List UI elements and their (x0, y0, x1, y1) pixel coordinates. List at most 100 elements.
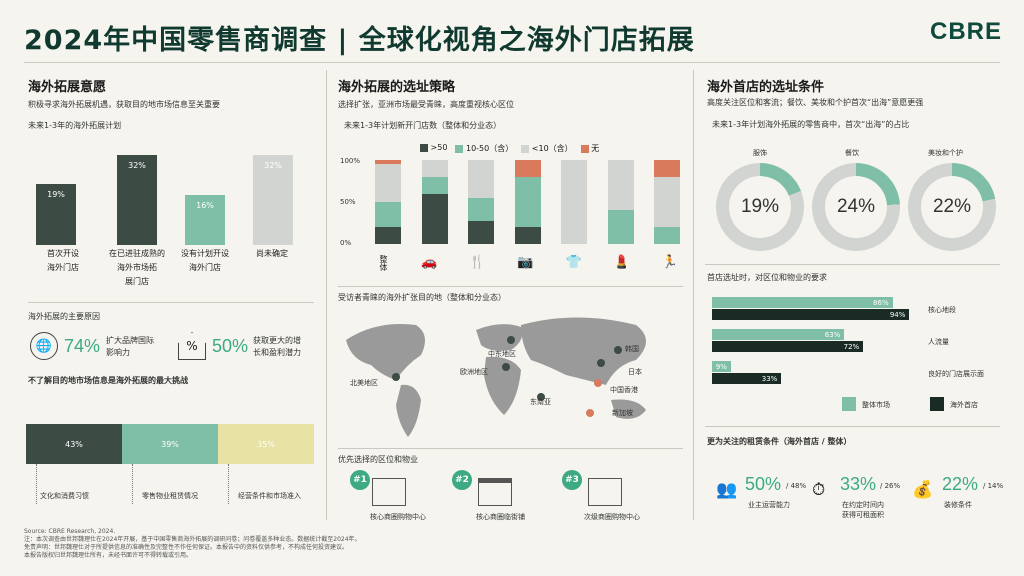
stack-column (654, 160, 680, 244)
overall-bar: 86% (712, 297, 893, 308)
footer-copyright: 本报告版权归世邦魏理仕所有，未经书面许可不得转载或引用。 (24, 552, 193, 559)
first-store-subtitle: 高度关注区位和客流；餐饮、美妆和个护首次“出海”意愿更强 (707, 98, 924, 107)
lease3-pct: 22% (942, 474, 979, 494)
map-label-korea: 韩国 (625, 345, 639, 353)
challenge-culture-seg: 43% (26, 424, 122, 464)
rank3-badge: #3 (562, 470, 582, 490)
legend-none: 无 (580, 143, 599, 154)
stack-segment (654, 176, 680, 228)
reason2-pct: 50% (212, 336, 249, 356)
ytick-50: 50% (340, 198, 356, 206)
header-divider (24, 62, 1000, 63)
stack-segment (421, 193, 448, 244)
stack-segment (375, 160, 401, 165)
house-percent-icon: % (178, 332, 206, 360)
challenge-heading: 不了解目的地市场信息是海外拓展的最大挑战 (28, 376, 188, 385)
fork-knife-icon: 🍴 (469, 255, 486, 270)
first-store-bar: 72% (712, 341, 864, 352)
globe-icon: 🌐 (30, 332, 58, 360)
rank1-badge: #1 (350, 470, 370, 490)
stack-segment (514, 160, 541, 177)
stack-segment (468, 197, 494, 222)
stack-segment (468, 160, 494, 198)
map-label-hongkong: 中国香港 (610, 386, 638, 394)
store-legend: >50 10-50（含） <10（含） 无 (420, 143, 599, 154)
store-stacked-chart (375, 160, 680, 244)
lease2-pct: 33% (840, 474, 877, 494)
money-bag-icon: 💰 (912, 480, 934, 500)
map-label-japan: 日本 (628, 368, 642, 376)
overall-bar: 9% (712, 361, 731, 372)
donut-label-fnb: 餐饮 (845, 149, 859, 157)
challenge-label-culture: 文化和消费习惯 (40, 492, 89, 500)
lipstick-icon: 💄 (613, 255, 630, 270)
overall-bar: 63% (712, 329, 845, 340)
stack-column (607, 160, 634, 244)
stack-column (561, 160, 587, 244)
stack-segment (468, 221, 494, 244)
intent-heading: 海外拓展意愿 (28, 80, 107, 95)
rank2-label: 核心商圈临街铺 (476, 513, 525, 521)
ytick-100: 100% (340, 157, 361, 165)
store-chart-title: 未来1-3年计划新开门店数（整体和分业态） (344, 121, 502, 130)
reason2-text1: 获取更大的增 (253, 336, 301, 345)
requirement-heading: 首店选址时，对区位和物业的要求 (707, 273, 827, 282)
lease-heading: 更为关注的租赁条件（海外首店 / 整体） (707, 437, 852, 446)
overall-label: 整体 (379, 255, 388, 271)
footer-source: Source: CBRE Research, 2024. (24, 528, 116, 535)
challenge-lease-seg: 39% (122, 424, 218, 464)
storefront-icon (478, 478, 512, 506)
donut-label-apparel: 服饰 (753, 149, 767, 157)
req-label-display: 良好的门店展示面 (928, 370, 984, 378)
donut-beauty: 22% (908, 163, 996, 251)
map-label-north-america: 北美地区 (350, 379, 378, 387)
mid-divider-2 (338, 448, 683, 449)
lease1-pct: 50% (745, 474, 782, 494)
map-label-singapore: 新加坡 (612, 409, 633, 417)
stack-segment (654, 227, 680, 244)
donut-apparel-value: 19% (729, 176, 791, 238)
challenge-bar: 43% 39% 35% (26, 424, 314, 464)
reason2-text2: 长和盈利潜力 (253, 348, 301, 357)
building-icon (588, 478, 622, 506)
col-divider-2 (693, 70, 694, 520)
req-label-traffic: 人流量 (928, 338, 949, 346)
rank2-badge: #2 (452, 470, 472, 490)
stack-column (468, 160, 494, 244)
first-store-bar: 33% (712, 373, 782, 384)
first-store-chart-title: 未来1-3年计划海外拓展的零售商中，首次“出海”的占比 (712, 120, 910, 129)
reason1-text1: 扩大品牌国际 (106, 336, 154, 345)
lease2-alt: / 26% (880, 482, 901, 490)
reason1-text2: 影响力 (106, 348, 130, 357)
bar-label-first: 首次开设 海外门店 (47, 249, 79, 272)
donut-fnb: 24% (812, 163, 900, 251)
map-label-europe: 欧洲地区 (460, 368, 488, 376)
stack-segment (514, 176, 541, 228)
strategy-heading: 海外拓展的选址策略 (338, 80, 456, 95)
challenge-label-access: 经营条件和市场准入 (238, 492, 301, 500)
first-store-bar: 94% (712, 309, 910, 320)
col-divider-1 (326, 70, 327, 520)
legend-10-50: 10-50（含） (455, 143, 513, 154)
location-heading: 优先选择的区位和物业 (338, 455, 418, 464)
right-divider-1 (705, 264, 1000, 265)
bar-label-noplan: 没有计划开设 海外门店 (181, 249, 229, 272)
lease3-alt: / 14% (983, 482, 1004, 490)
stack-column (514, 160, 541, 244)
world-map (346, 317, 646, 437)
challenge-dotted-lines (26, 464, 314, 504)
stack-segment (375, 164, 401, 202)
lease1-alt: / 48% (786, 482, 807, 490)
map-heading: 受访者青睐的海外扩张目的地（整体和分业态） (338, 293, 506, 302)
legend-overall: 整体市场 (862, 401, 890, 409)
bar-no-plan: 16% (185, 195, 225, 245)
strategy-subtitle: 选择扩张，亚洲市场最受青睐，高度重视核心区位 (338, 100, 514, 109)
first-store-heading: 海外首店的选址条件 (707, 80, 825, 95)
reason1-pct: 74% (64, 336, 101, 356)
donut-apparel: 19% (716, 163, 804, 251)
intent-subtitle: 积极寻求海外拓展机遇，获取目的地市场信息至关重要 (28, 100, 220, 109)
lease3-label: 装修条件 (944, 501, 972, 509)
people-icon: 👥 (716, 480, 738, 500)
requirement-bar-chart: 86% 94% 63% 72% 9% 33% (712, 297, 922, 389)
shirt-icon: 👕 (565, 255, 582, 270)
